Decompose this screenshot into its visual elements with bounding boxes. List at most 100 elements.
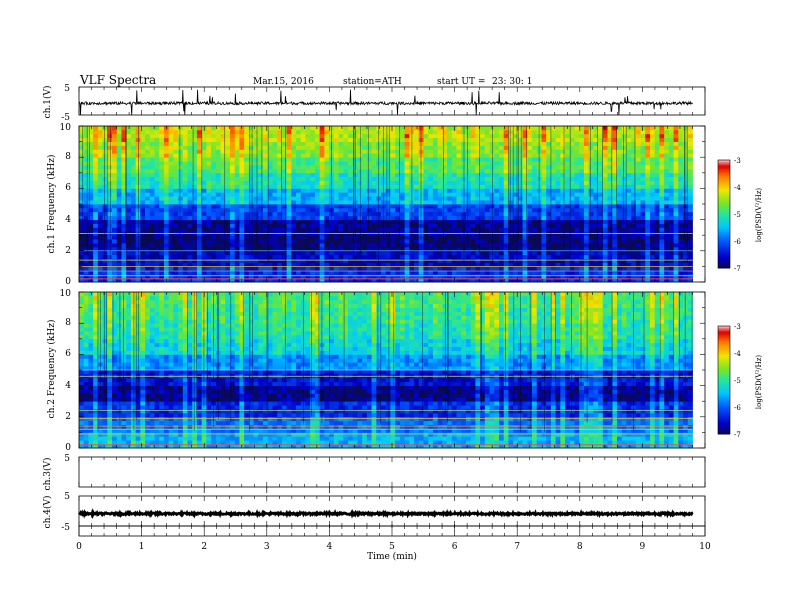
spectrogram-1-cell bbox=[314, 266, 321, 271]
spectrogram-1-cell bbox=[579, 161, 585, 166]
spectrogram-1-cell bbox=[437, 223, 443, 228]
spectrogram-1-cell bbox=[517, 258, 523, 263]
spectrogram-1-cell bbox=[272, 219, 278, 224]
spectrogram-1-cell bbox=[263, 258, 269, 263]
spectrogram-1-cell bbox=[385, 211, 391, 217]
spectrogram-1-cell bbox=[480, 235, 486, 240]
spectrogram-1-cell bbox=[475, 168, 481, 174]
spectrogram-1-cell bbox=[178, 207, 184, 213]
spectrogram-1-cell bbox=[263, 274, 269, 279]
spectrogram-1-cell bbox=[93, 153, 99, 158]
spectrogram-1-cell bbox=[187, 149, 193, 154]
spectrogram-1-cell bbox=[550, 149, 557, 154]
spectrogram-1-cell bbox=[522, 157, 528, 162]
spectrogram-1-cell bbox=[489, 188, 495, 193]
spectrogram-1-cell bbox=[404, 227, 410, 232]
spectrogram-1-cell bbox=[465, 149, 472, 154]
spectrogram-1-cell bbox=[494, 196, 500, 201]
spectrogram-1-cell bbox=[522, 254, 528, 259]
spectrogram-1-cell bbox=[565, 250, 571, 256]
spectrogram-1-cell bbox=[272, 239, 278, 244]
spectrogram-1-cell bbox=[159, 243, 165, 248]
spectrogram-1-cell bbox=[281, 215, 288, 220]
spectrogram-1-cell bbox=[451, 223, 457, 228]
spectrogram-1-cell bbox=[206, 204, 212, 209]
spectrogram-1-cell bbox=[192, 207, 198, 213]
spectrogram-1-cell bbox=[277, 137, 283, 142]
spectrogram-1-cell bbox=[532, 246, 538, 252]
spectrogram-1-cell bbox=[112, 258, 118, 263]
spectrogram-1-cell bbox=[513, 258, 519, 263]
spectrogram-1-cell bbox=[432, 188, 439, 193]
spectrogram-1-cell bbox=[560, 196, 566, 201]
spectrogram-1-cell bbox=[79, 157, 85, 162]
spectrogram-1-cell bbox=[626, 227, 632, 232]
spectrogram-1-cell bbox=[541, 188, 547, 193]
spectrogram-1-cell bbox=[517, 176, 523, 181]
spectrogram-1-cell bbox=[116, 266, 122, 271]
spectrogram-1-cell bbox=[621, 274, 627, 279]
spectrogram-1-cell bbox=[550, 141, 557, 146]
spectrogram-1-cell bbox=[423, 270, 429, 275]
spectrogram-1-cell bbox=[546, 258, 552, 263]
spectrogram-1-cell bbox=[211, 200, 217, 205]
spectrogram-1-cell bbox=[116, 145, 122, 150]
spectrogram-1-cell bbox=[659, 192, 665, 197]
spectrogram-1-cell bbox=[305, 215, 311, 220]
spectrogram-1-cell bbox=[140, 126, 146, 131]
spectrogram-1-cell bbox=[579, 153, 585, 158]
spectrogram-1-cell bbox=[536, 258, 542, 263]
spectrogram-1-cell bbox=[314, 239, 321, 244]
spectrogram-1-cell bbox=[395, 250, 401, 256]
spectrogram-1-cell bbox=[621, 250, 627, 256]
spectrogram-1-cell bbox=[612, 161, 618, 166]
spectrogram-1-cell bbox=[267, 200, 273, 205]
spectrogram-1-cell bbox=[296, 200, 302, 205]
spectrogram-1-cell bbox=[616, 161, 623, 166]
spectrogram-1-cell bbox=[626, 137, 632, 142]
ch4-ytick-top: 5 bbox=[64, 492, 70, 502]
spectrogram-1-cell bbox=[414, 219, 420, 224]
spectrogram-1-cell bbox=[258, 126, 264, 131]
spectrogram-1-cell bbox=[390, 168, 396, 174]
spectrogram-1-cell bbox=[281, 161, 288, 166]
spectrogram-1-cell bbox=[145, 215, 151, 220]
spectrogram-1-cell bbox=[437, 262, 443, 267]
spectrogram-1-cell bbox=[159, 250, 165, 256]
spectrogram-1-cell bbox=[602, 266, 608, 271]
spectrogram-1-cell bbox=[140, 227, 146, 232]
spectrogram-1-cell bbox=[432, 254, 439, 259]
spectrogram-1-cell bbox=[135, 250, 141, 256]
spectrogram-1-cell bbox=[333, 188, 339, 193]
spectrogram-1-cell bbox=[300, 168, 306, 174]
spectrogram-1-cell bbox=[654, 137, 660, 142]
spectrogram-1-cell bbox=[253, 180, 259, 185]
spectrogram-1-cell bbox=[616, 254, 623, 259]
spectrogram-1-cell bbox=[347, 207, 354, 213]
spectrogram-1-cell bbox=[616, 227, 623, 232]
spectrogram-1-cell bbox=[621, 172, 627, 178]
spectrogram-1-cell bbox=[314, 223, 321, 228]
spectrogram-1-cell bbox=[338, 141, 344, 146]
spectrogram-1-cell bbox=[489, 137, 495, 142]
spectrogram-1-cell bbox=[409, 239, 415, 244]
spectrogram-1-cell bbox=[154, 168, 160, 174]
spectrogram-1-cell bbox=[310, 266, 316, 271]
spectrogram-1-cell bbox=[616, 126, 623, 131]
spectrogram-1-cell bbox=[371, 137, 377, 142]
spectrogram-1-cell bbox=[79, 266, 85, 271]
spectrogram-1-cell bbox=[112, 243, 118, 248]
spectrogram-1-cell bbox=[112, 215, 118, 220]
spectrogram-1-cell bbox=[470, 184, 476, 189]
spectrogram-1-cell bbox=[343, 278, 349, 283]
spectrogram-1-cell bbox=[550, 278, 557, 283]
spectrogram-1-cell bbox=[211, 250, 217, 256]
spectrogram-1-cell bbox=[159, 235, 165, 240]
spectrogram-1-cell bbox=[83, 168, 89, 174]
spectrogram-1-cell bbox=[635, 184, 641, 189]
spectrogram-1-cell bbox=[201, 239, 207, 244]
spectrogram-1-cell bbox=[267, 278, 273, 283]
spectrogram-1-cell bbox=[541, 278, 547, 283]
spectrogram-1-cell bbox=[583, 196, 590, 201]
spectrogram-1-cell bbox=[182, 176, 188, 181]
